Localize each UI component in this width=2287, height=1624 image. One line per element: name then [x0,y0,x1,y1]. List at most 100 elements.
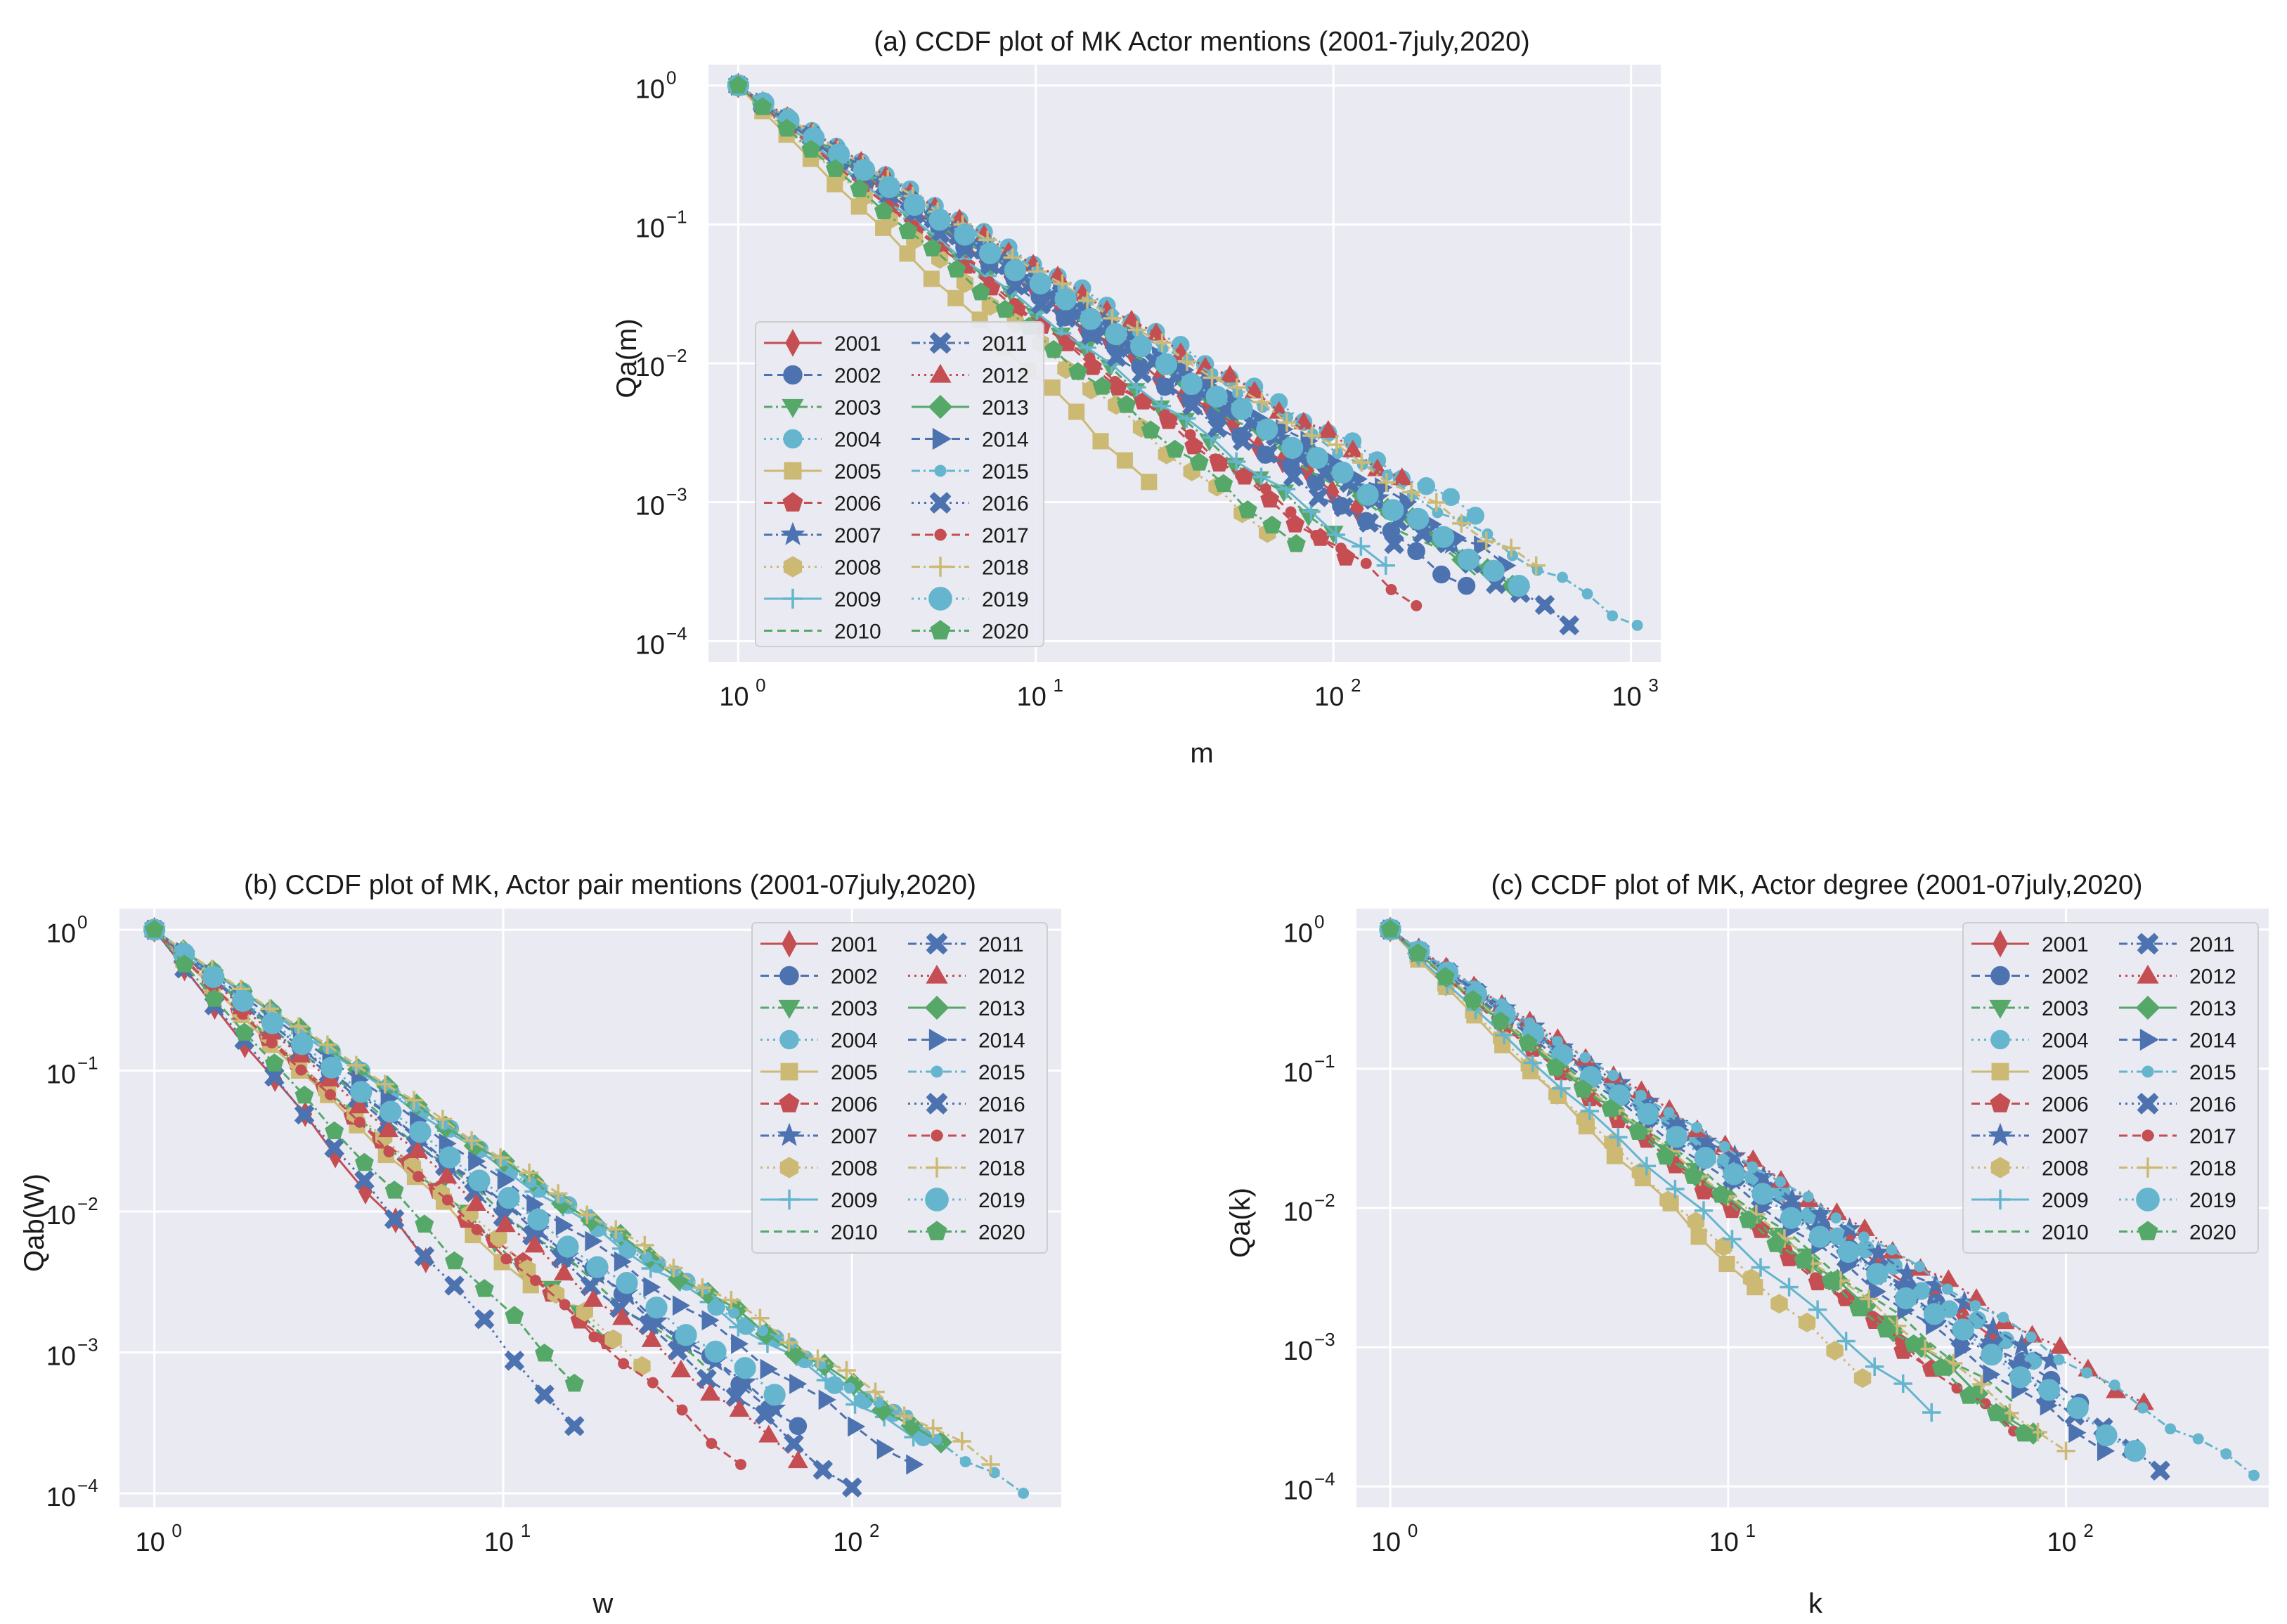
legend-entry-2011: 2011 [912,332,1028,356]
data-point-2015 [1557,571,1568,583]
legend-label: 2020 [2189,1221,2236,1245]
data-point-2018 [462,1131,481,1150]
data-point-2020 [1601,1098,1621,1117]
legend-entry-2013: 2013 [908,995,1025,1020]
data-point-2016 [564,1416,585,1436]
legend-entry-2012: 2012 [908,964,1025,989]
legend-marker [779,1189,800,1210]
data-point-2005 [899,245,916,262]
legend-entry-2007: 2007 [764,521,881,547]
data-point-2017 [588,1331,600,1343]
legend-marker [783,365,803,385]
panel-a: (a) CCDF plot of MK Actor mentions (2001… [611,27,1661,769]
data-point-2018 [1077,291,1097,311]
legend-label: 2009 [831,1189,878,1212]
legend-label: 2012 [978,966,1025,989]
data-point-2015 [2025,1331,2037,1343]
data-point-2005 [1116,452,1133,469]
data-point-2020 [1986,1403,2006,1422]
data-point-2019 [291,1033,313,1055]
data-point-2018 [1277,413,1297,432]
legend-marker [931,1065,943,1078]
data-point-2014 [818,1389,836,1410]
panel-b-plot: 10 0 10 1 10 210 010 −110 −210 −310 −4200120022003… [46,909,1061,1557]
legend-label: 2007 [834,524,881,547]
y-tick-exponent: −4 [666,623,687,644]
data-point-2014 [468,1150,486,1171]
data-point-2020 [2014,1423,2033,1442]
y-tick-label: 10 [635,214,665,243]
data-point-2019 [1808,1226,1832,1248]
legend-entry-2001: 2001 [1971,930,2089,958]
legend-entry-2001: 2001 [760,930,878,958]
data-point-2017 [1838,1294,1850,1306]
panel-b: (b) CCDF plot of MK, Actor pair mentions… [19,870,1061,1619]
data-point-2013 [842,1372,865,1396]
legend-entry-2018: 2018 [912,557,1029,580]
data-point-2020 [384,1181,404,1199]
data-point-2015 [554,1193,566,1204]
legend-entry-2005: 2005 [1971,1061,2089,1084]
panel-c-title: (c) CCDF plot of MK, Actor degree (2001-… [1491,870,2142,900]
legend-entry-2008: 2008 [764,556,881,580]
data-point-2009 [1780,1278,1799,1297]
data-point-2020 [1821,1271,1841,1290]
x-tick-exponent: 0 [756,675,765,696]
x-tick-label: 10 [1612,682,1642,712]
data-point-2015 [1663,1107,1675,1118]
legend-marker [934,465,947,477]
data-point-2017 [676,1404,688,1416]
legend-label: 2017 [2189,1125,2236,1148]
data-point-2020 [1959,1386,1978,1404]
x-tick-exponent: 0 [1408,1520,1418,1541]
data-point-2018 [866,1382,885,1401]
data-point-2019 [645,1297,668,1319]
legend-entry-2006: 2006 [764,492,881,516]
data-point-2019 [1837,1240,1860,1264]
data-point-2019 [1205,385,1228,408]
data-point-2008 [1798,1312,1816,1332]
data-point-2019 [380,1100,402,1123]
data-point-2020 [1117,395,1136,413]
data-point-2012 [699,1383,720,1401]
legend-label: 2005 [2042,1061,2089,1084]
data-point-2011 [1384,533,1404,554]
data-point-2018 [1377,473,1397,492]
data-point-2019 [1231,398,1253,420]
data-point-2014 [760,1358,778,1379]
series-line-2016 [737,84,1570,626]
x-tick-exponent: 2 [869,1520,879,1541]
data-point-2020 [1739,1210,1758,1228]
data-point-2018 [289,1017,309,1037]
data-point-2018 [1477,531,1496,551]
data-point-2019 [1751,1183,1774,1205]
panel-c: (c) CCDF plot of MK, Actor degree (2001-… [1225,870,2269,1619]
data-point-2004 [1466,507,1484,525]
legend-entry-2016: 2016 [908,1093,1025,1117]
y-tick-label: 10 [46,1060,76,1090]
data-point-2019 [1981,1344,2003,1366]
x-tick-label: 10 [2047,1528,2076,1557]
data-point-2015 [1830,1212,1842,1224]
panel-b-title: (b) CCDF plot of MK, Actor pair mentions… [244,870,976,900]
data-point-2014 [731,1333,749,1354]
legend-entry-2015: 2015 [912,460,1029,483]
legend-label: 2017 [978,1125,1025,1148]
data-point-2008 [403,1156,422,1176]
data-point-2020 [205,989,224,1007]
y-tick-label: 10 [46,1201,76,1230]
data-point-2014 [701,1310,720,1331]
legend-marker [2137,1093,2159,1115]
data-point-2009 [1836,1332,1855,1351]
data-point-2008 [1770,1294,1788,1314]
legend-entry-2019: 2019 [912,587,1029,611]
data-point-2019 [261,1012,284,1034]
data-point-2020 [777,118,796,137]
data-point-2017 [618,1358,630,1370]
data-point-2017 [559,1299,571,1311]
legend-label: 2003 [831,997,878,1020]
y-tick-exponent: −3 [666,484,687,505]
data-point-2019 [928,209,951,231]
data-point-2020 [1214,474,1233,493]
data-point-2017 [266,1037,278,1048]
